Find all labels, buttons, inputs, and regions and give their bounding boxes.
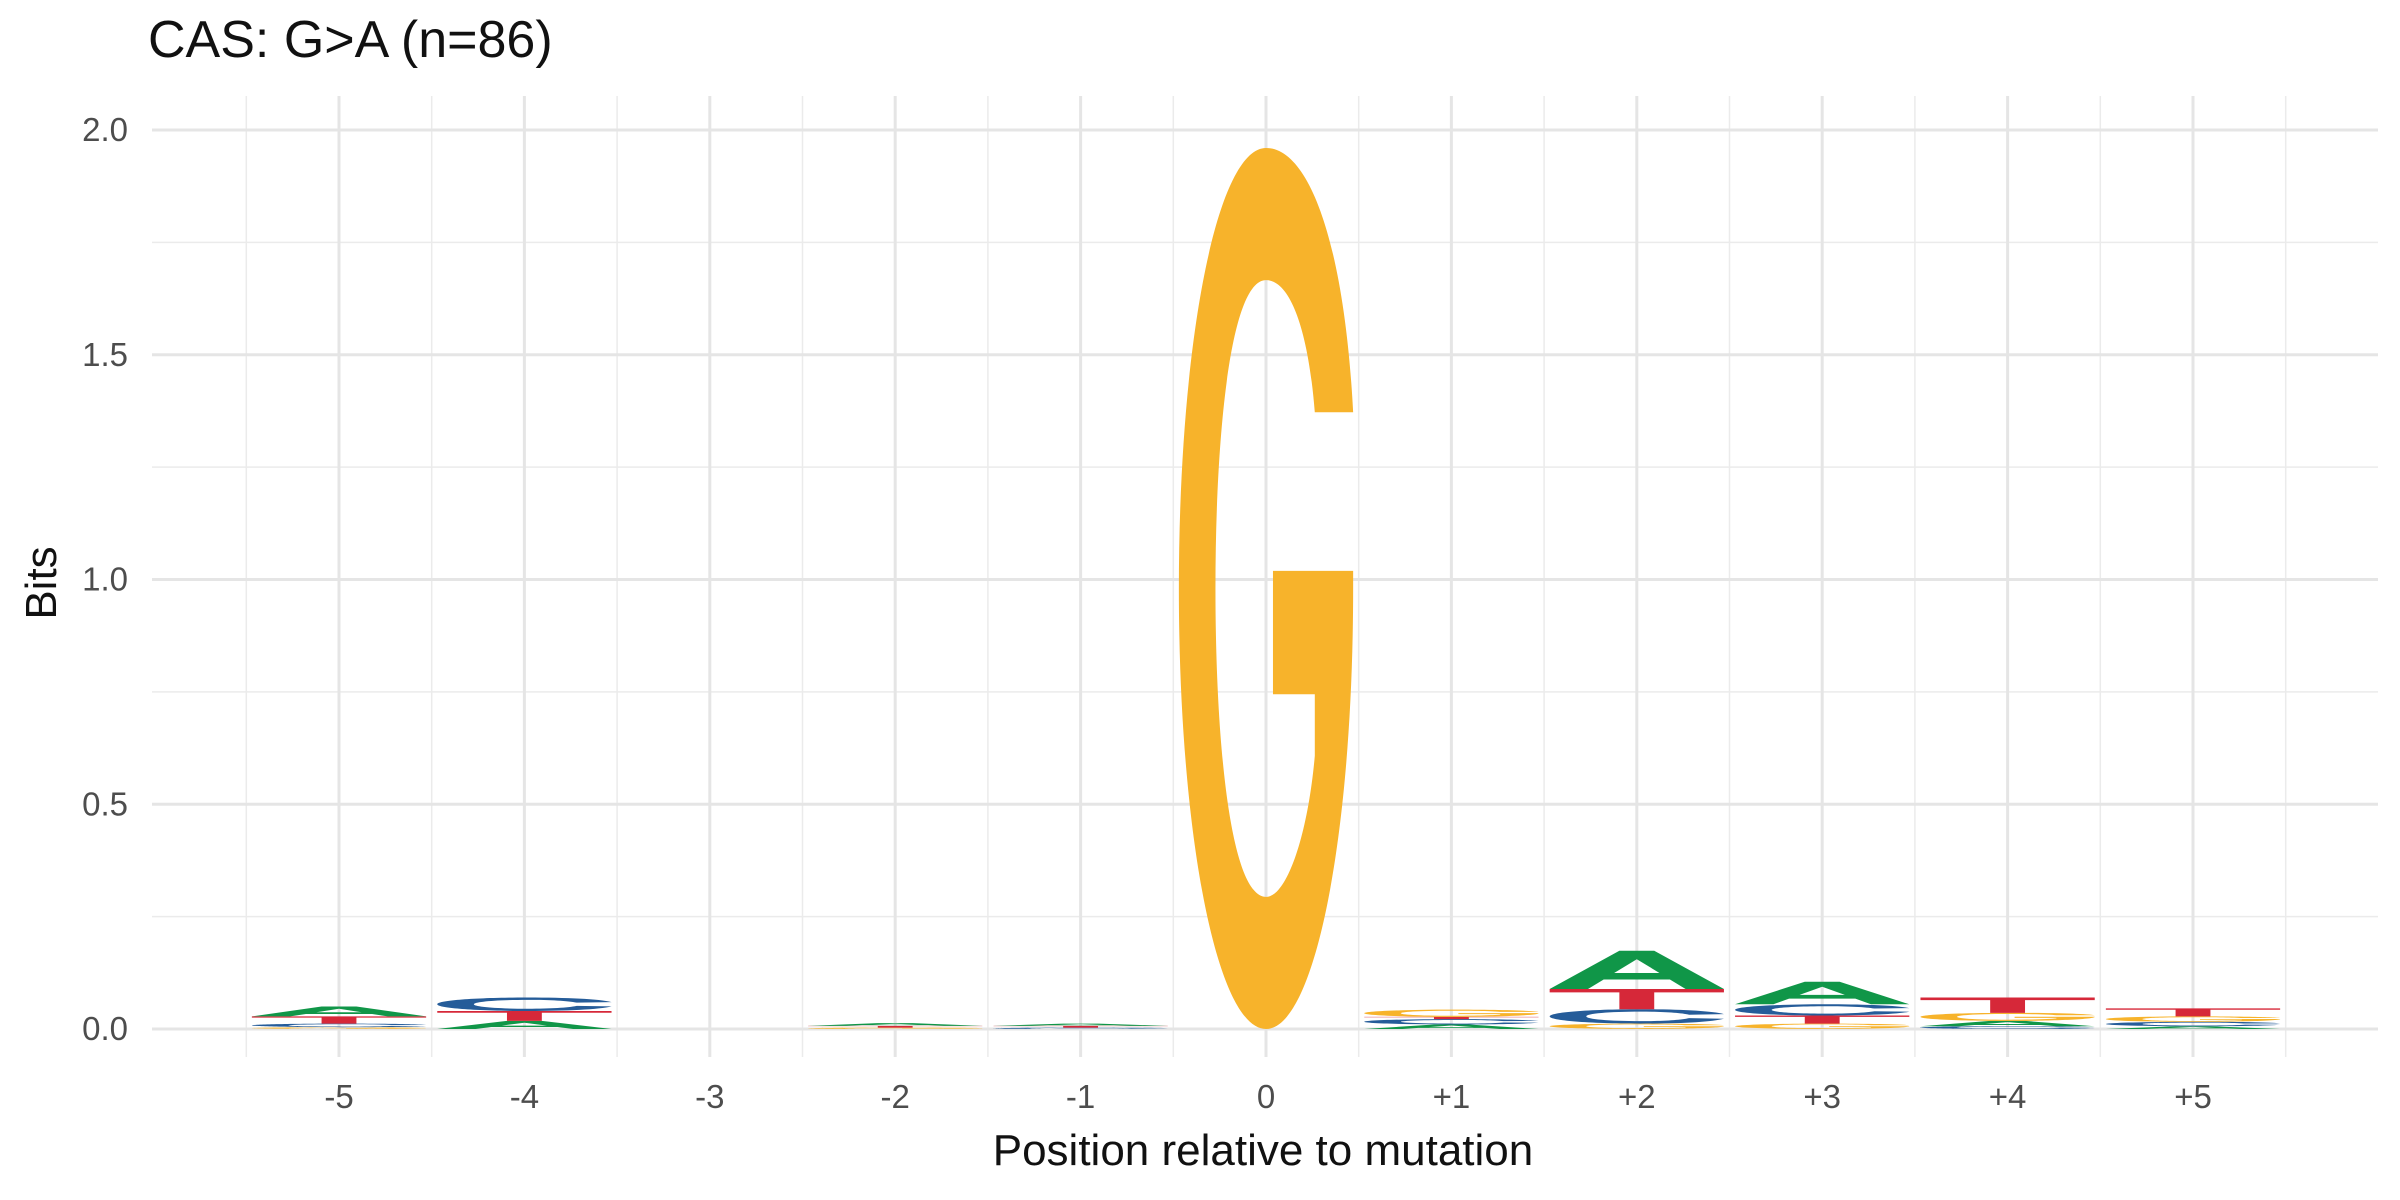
x-tick-label: -2 (881, 1078, 910, 1115)
logo-letter-T-pos-+1 (1364, 1016, 1539, 1020)
x-tick-label: +5 (2174, 1078, 2212, 1115)
logo-letter-A-pos--5 (251, 1006, 427, 1017)
logo-letter-C-pos--5 (251, 1023, 427, 1028)
logo-letter-A-pos-+1 (1364, 1024, 1539, 1029)
logo-letter-G-pos-0 (1178, 147, 1354, 1030)
logo-letter-A-pos--2 (808, 1023, 983, 1026)
logo-letter-G-pos--5 (251, 1027, 427, 1029)
y-tick-label: 1.0 (82, 561, 128, 598)
logo-letter-T-pos-+5 (2105, 1008, 2281, 1017)
logo-letter-A-pos-+3 (1735, 981, 1910, 1005)
grid-lines (152, 96, 2378, 1057)
y-tick-label: 0.5 (82, 785, 128, 822)
logo-letter-T-pos--1 (993, 1025, 1168, 1028)
x-tick-label: -1 (1066, 1078, 1095, 1115)
logo-letter-G-pos-+5 (2105, 1016, 2281, 1022)
logo-letter-C-pos--4 (437, 997, 612, 1012)
logo-letter-G-pos--2 (808, 1027, 983, 1029)
x-tick-label: +4 (1989, 1078, 2027, 1115)
y-tick-label: 0.0 (82, 1010, 128, 1047)
y-axis-ticks: 0.0 0.5 1.0 1.5 2.0 (82, 111, 128, 1047)
y-tick-label: 2.0 (82, 111, 128, 148)
x-tick-label: -3 (695, 1078, 724, 1115)
logo-letter-G-pos-+2 (1549, 1023, 1724, 1029)
logo-letter-G-pos-+3 (1735, 1023, 1910, 1029)
logo-letter-A-pos--1 (993, 1023, 1168, 1026)
logo-letter-A-pos-+4 (1920, 1020, 2095, 1027)
logo-letter-C-pos-+1 (1364, 1019, 1539, 1025)
x-tick-label: 0 (1257, 1078, 1275, 1115)
x-tick-label: -5 (324, 1078, 353, 1115)
logo-letter-T-pos--4 (437, 1011, 612, 1021)
logo-letter-C-pos--1 (993, 1027, 1168, 1029)
logo-letter-A-pos--4 (437, 1020, 612, 1029)
x-tick-label: +2 (1618, 1078, 1656, 1115)
logo-letter-A-pos-+2 (1549, 950, 1724, 989)
logo-letter-C-pos-+3 (1735, 1004, 1910, 1016)
logo-letter-G-pos-+4 (1920, 1012, 2095, 1021)
logo-letter-C-pos-+4 (1920, 1026, 2095, 1029)
x-axis-label: Position relative to mutation (993, 1126, 1534, 1175)
logo-letters (251, 147, 2281, 1030)
logo-letter-G-pos-+1 (1364, 1009, 1539, 1017)
x-tick-label: -4 (510, 1078, 539, 1115)
logo-letter-T-pos--5 (251, 1016, 427, 1024)
logo-letter-C-pos-+5 (2105, 1021, 2281, 1027)
logo-letter-T-pos-+4 (1920, 997, 2095, 1013)
logo-letter-T-pos--2 (808, 1025, 983, 1028)
logo-letter-A-pos-+5 (2105, 1026, 2281, 1029)
y-tick-label: 1.5 (82, 336, 128, 373)
x-axis-ticks: -5 -4 -3 -2 -1 0 +1 +2 +3 +4 +5 (324, 1078, 2211, 1115)
x-tick-label: +1 (1433, 1078, 1471, 1115)
logo-letter-T-pos-+3 (1735, 1015, 1910, 1024)
y-axis-label: Bits (17, 546, 66, 619)
logo-letter-T-pos-+2 (1549, 988, 1724, 1010)
logo-letter-C-pos-+2 (1549, 1009, 1724, 1024)
x-tick-label: +3 (1803, 1078, 1841, 1115)
chart-title: CAS: G>A (n=86) (148, 11, 553, 69)
